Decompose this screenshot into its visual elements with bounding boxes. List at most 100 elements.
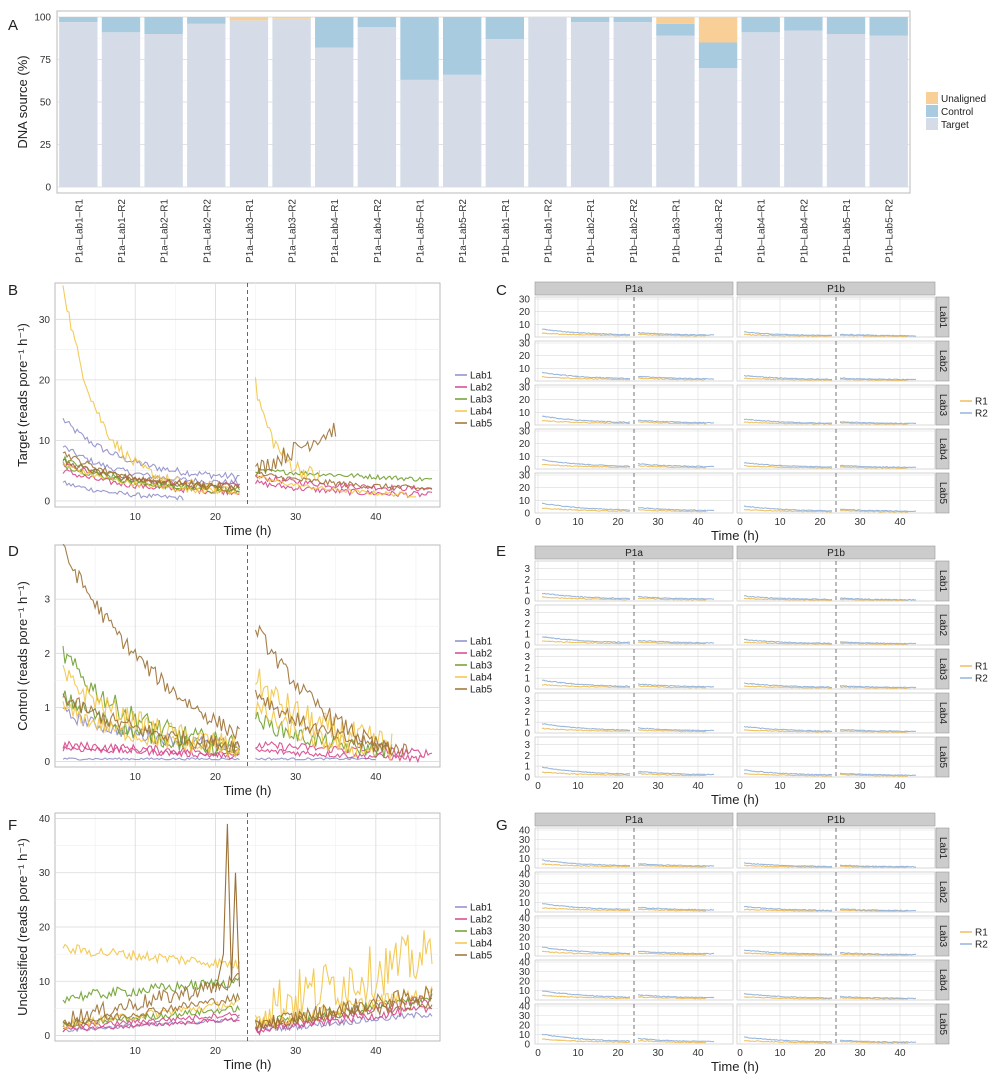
x-tick-label: 20 xyxy=(210,772,222,783)
facet-plot-area xyxy=(736,340,936,382)
facet-strip xyxy=(935,340,950,382)
series-line-r2 xyxy=(541,903,631,911)
facet-strip-label: Lab3 xyxy=(937,925,948,948)
x-axis-title: Time (h) xyxy=(711,528,759,543)
x-tick-label: 20 xyxy=(814,781,826,792)
series-line-lab3 xyxy=(254,711,393,759)
facet-strip-label: Lab3 xyxy=(937,394,948,417)
legend-label: Lab5 xyxy=(470,951,493,962)
facet-strip-label: P1b xyxy=(827,284,845,295)
x-tick-label: 0 xyxy=(535,517,541,528)
series-line-r1 xyxy=(541,1038,631,1044)
series-line-r2 xyxy=(541,592,631,600)
panel-a: 0 25 50 75 100 P1a–Lab1–R1 P1a–Lab1–R2 P1a–Lab2… xyxy=(15,10,986,263)
y-tick-label: 20 xyxy=(519,395,531,406)
series-line-r1 xyxy=(839,686,909,690)
series-line-r1 xyxy=(637,421,706,425)
facet-strip xyxy=(736,545,936,560)
series-line-r2 xyxy=(839,1039,917,1044)
x-tick-label: 40 xyxy=(692,517,704,528)
series-line-r2 xyxy=(744,1036,833,1043)
facet-strip xyxy=(534,281,734,296)
series-line-r2 xyxy=(637,331,714,336)
y-tick-label: 10 xyxy=(519,986,531,997)
series-line-r1 xyxy=(637,772,706,777)
series-line-r2 xyxy=(743,682,833,688)
facet-plot-area xyxy=(736,296,936,338)
facet-plot-area xyxy=(534,959,734,1001)
x-tick-label: 30 xyxy=(290,1046,302,1057)
x-tick-label: 20 xyxy=(814,1048,826,1059)
series-line-r1 xyxy=(638,333,707,337)
bar-target xyxy=(656,35,695,188)
series-line-lab4 xyxy=(62,463,240,496)
series-line-r2 xyxy=(840,951,917,956)
series-line-lab2 xyxy=(62,740,240,759)
y-tick-label: 0 xyxy=(524,773,530,784)
x-tick-label: P1b–Lab4–R2 xyxy=(799,199,810,263)
series-line-lab5 xyxy=(255,471,433,491)
y-tick-label: 10 xyxy=(519,364,531,375)
series-line-r2 xyxy=(743,905,833,912)
series-line-r2 xyxy=(541,679,631,688)
x-tick-label: 30 xyxy=(290,512,302,523)
x-tick-label: 0 xyxy=(737,517,743,528)
series-line-r1 xyxy=(839,997,908,1000)
y-axis-title: DNA source (%) xyxy=(15,55,30,148)
series-line-r1 xyxy=(541,332,631,337)
legend-label: Lab4 xyxy=(470,939,493,950)
facet-plot-area xyxy=(736,428,936,470)
legend-label: Lab3 xyxy=(470,661,493,672)
series-line-lab4 xyxy=(62,285,240,496)
series-line-lab5 xyxy=(62,693,241,754)
y-tick-label: 2 xyxy=(524,707,530,718)
legend-label: Target xyxy=(941,120,969,131)
x-tick-label: P1b–Lab1–R1 xyxy=(501,199,512,263)
x-axis-title: Time (h) xyxy=(711,1059,759,1074)
facet-strip-label: Lab3 xyxy=(937,658,948,681)
y-tick-label: 20 xyxy=(39,375,51,386)
series-line-lab5 xyxy=(254,689,409,758)
series-line-r1 xyxy=(743,464,832,469)
x-tick-label: 40 xyxy=(370,1046,382,1057)
facet-strip-label: P1a xyxy=(625,815,643,826)
legend-label: Control xyxy=(941,107,973,118)
x-tick-label: P1a–Lab1–R2 xyxy=(117,199,128,263)
series-line-r1 xyxy=(743,1039,833,1044)
x-tick-label: 40 xyxy=(370,512,382,523)
x-tick-label: P1b–Lab2–R1 xyxy=(586,199,597,263)
series-line-lab1 xyxy=(62,480,184,501)
series-line-r2 xyxy=(637,419,715,424)
facet-strip-label: Lab5 xyxy=(937,482,948,505)
x-tick-label: P1a–Lab2–R2 xyxy=(202,199,213,263)
facet-plot-area xyxy=(736,827,936,869)
facet-plot-area xyxy=(736,384,936,426)
legend-label: Lab4 xyxy=(470,407,493,418)
facet-strip xyxy=(935,648,950,690)
series-line-lab1 xyxy=(255,757,376,761)
x-tick-label: 10 xyxy=(774,781,786,792)
legend-label: R2 xyxy=(975,409,988,420)
series-line-r2 xyxy=(637,639,715,644)
x-tick-label: 40 xyxy=(370,772,382,783)
series-line-r2 xyxy=(743,993,833,999)
series-line-r1 xyxy=(839,334,909,338)
series-line-lab2 xyxy=(255,747,425,764)
facet-plot-area xyxy=(534,736,734,778)
series-line-r2 xyxy=(743,331,833,337)
y-tick-label: 20 xyxy=(519,889,531,900)
series-line-r1 xyxy=(743,333,833,337)
series-line-r2 xyxy=(638,906,715,911)
y-tick-label: 1 xyxy=(524,718,530,729)
series-line-r2 xyxy=(541,371,631,380)
series-line-lab4 xyxy=(62,701,240,759)
y-tick-label: 2 xyxy=(524,575,530,586)
bar-control xyxy=(698,42,738,68)
legend-label: Lab2 xyxy=(470,383,493,394)
y-tick-label: 30 xyxy=(519,1011,531,1022)
x-tick-label: 40 xyxy=(894,1048,906,1059)
x-tick-label: 20 xyxy=(210,512,222,523)
bar-control xyxy=(144,17,183,34)
y-tick-label: 30 xyxy=(39,315,51,326)
y-tick-label: 0 xyxy=(524,908,530,919)
